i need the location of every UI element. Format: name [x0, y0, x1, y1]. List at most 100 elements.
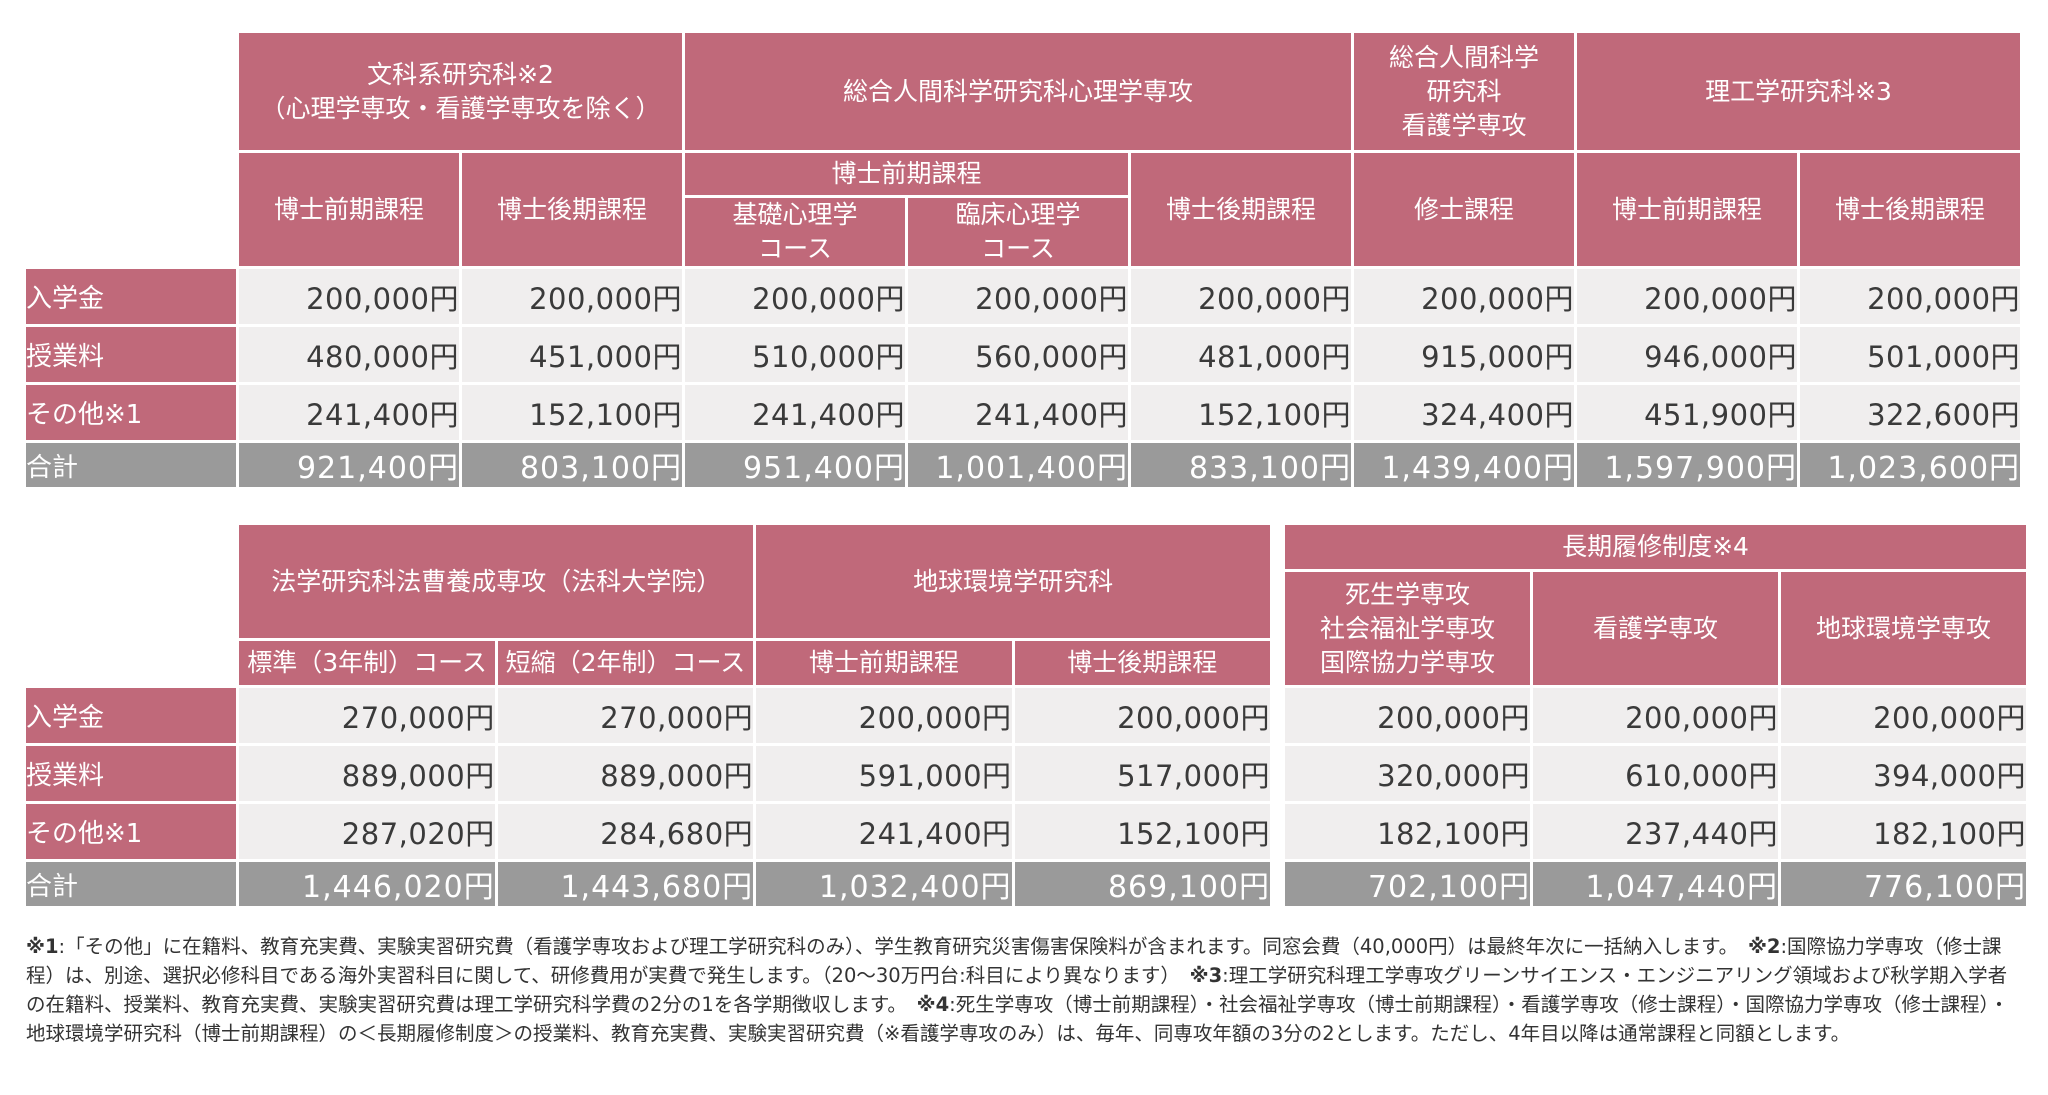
cell: 915,000円 [1354, 327, 1575, 382]
sub-bunka-koki: 博士後期課程 [462, 153, 683, 266]
row-label-jugyo: 授業料 [26, 746, 237, 801]
corner-blank-3 [26, 525, 237, 638]
cell: 451,000円 [462, 327, 683, 382]
cell: 200,000円 [756, 688, 1012, 743]
sub-shisei: 死生学専攻 社会福祉学専攻 国際協力学専攻 [1285, 572, 1530, 685]
header-sogo-nurse: 総合人間科学 研究科 看護学専攻 [1354, 33, 1575, 150]
footnote-3-mark: ※3 [1189, 964, 1223, 987]
header-riko: 理工学研究科※3 [1577, 33, 2021, 150]
cell: 152,100円 [1014, 804, 1270, 859]
sub-chikyu-zenki: 博士前期課程 [756, 641, 1012, 685]
cell: 200,000円 [1285, 688, 1530, 743]
cell: 287,020円 [239, 804, 495, 859]
sub-psych-rinsho: 臨床心理学 コース [908, 198, 1129, 266]
sub-psych-koki: 博士後期課程 [1131, 153, 1352, 266]
sub-psych-rinsho-line1: 臨床心理学 [955, 200, 1081, 229]
cell: 200,000円 [1533, 688, 1778, 743]
footnote-4-text: :死生学専攻（博士前期課程）・社会福祉学専攻（博士前期課程）・看護学専攻（修士課… [26, 993, 2009, 1045]
table-row: 320,000円 610,000円 394,000円 [1285, 746, 2027, 801]
cell: 200,000円 [239, 269, 459, 324]
cell: 200,000円 [908, 269, 1129, 324]
header-bunka: 文科系研究科※2 （心理学専攻・看護学専攻を除く） [239, 33, 683, 150]
cell: 182,100円 [1285, 804, 1530, 859]
sub-shisei-line3: 国際協力学専攻 [1319, 647, 1495, 677]
cell: 610,000円 [1533, 746, 1778, 801]
table-row: その他※1 241,400円 152,100円 241,400円 241,400… [26, 385, 2021, 440]
table-row: 200,000円 200,000円 200,000円 [1285, 688, 2027, 743]
sub-psych-kiso-line1: 基礎心理学 [732, 200, 858, 229]
corner-blank-2 [26, 153, 236, 266]
sub-chikyu-koki: 博士後期課程 [1014, 641, 1270, 685]
total-cell: 1,443,680円 [497, 862, 754, 906]
footnote-1-mark: ※1 [26, 935, 59, 958]
row-label-gokei: 合計 [26, 443, 236, 487]
cell: 200,000円 [1800, 269, 2021, 324]
table-row: 入学金 270,000円 270,000円 200,000円 200,000円 [26, 688, 1270, 743]
cell: 152,100円 [1131, 385, 1352, 440]
total-cell: 1,047,440円 [1533, 862, 1778, 906]
cell: 889,000円 [239, 746, 495, 801]
footnote-1-text: :「その他」に在籍料、教育充実費、実験実習研究費（看護学専攻および理工学研究科の… [58, 935, 1729, 958]
total-cell: 951,400円 [685, 443, 906, 487]
cell: 200,000円 [462, 269, 683, 324]
cell: 241,400円 [756, 804, 1012, 859]
fee-table-main: 文科系研究科※2 （心理学専攻・看護学専攻を除く） 総合人間科学研究科心理学専攻… [23, 30, 2023, 490]
row-label-nyugaku: 入学金 [26, 688, 237, 743]
row-label-nyugaku: 入学金 [26, 269, 236, 324]
sub-bunka-zenki: 博士前期課程 [239, 153, 459, 266]
cell: 200,000円 [1131, 269, 1352, 324]
table-row: 182,100円 237,440円 182,100円 [1285, 804, 2027, 859]
footnotes: ※1:「その他」に在籍料、教育充実費、実験実習研究費（看護学専攻および理工学研究… [26, 932, 2026, 1048]
cell: 241,400円 [685, 385, 906, 440]
corner-blank [26, 33, 236, 150]
header-sogo-psych: 総合人間科学研究科心理学専攻 [685, 33, 1352, 150]
header-sogo-nurse-line2: 研究科 [1426, 76, 1502, 106]
total-cell: 803,100円 [462, 443, 683, 487]
footnote-paragraph: ※1:「その他」に在籍料、教育充実費、実験実習研究費（看護学専攻および理工学研究… [26, 932, 2026, 1048]
header-chikyu: 地球環境学研究科 [756, 525, 1270, 638]
cell: 200,000円 [1354, 269, 1575, 324]
cell: 322,600円 [1800, 385, 2021, 440]
sub-shisei-line2: 社会福祉学専攻 [1319, 613, 1495, 643]
sub-psych-kiso-line2: コース [758, 234, 832, 263]
cell: 501,000円 [1800, 327, 2021, 382]
header-sogo-nurse-line3: 看護学専攻 [1401, 110, 1527, 140]
total-cell: 1,032,400円 [756, 862, 1012, 906]
cell: 270,000円 [497, 688, 754, 743]
sub-psych-rinsho-line2: コース [981, 234, 1055, 263]
row-label-sonota: その他※1 [26, 385, 236, 440]
cell: 591,000円 [756, 746, 1012, 801]
cell: 241,400円 [239, 385, 459, 440]
sub-nurse-shushi: 修士課程 [1354, 153, 1575, 266]
fee-table-law-earth: 法学研究科法曹養成専攻（法科大学院） 地球環境学研究科 標準（3年制）コース 短… [23, 522, 1273, 909]
header-bunka-line2: （心理学専攻・看護学専攻を除く） [260, 93, 661, 123]
header-sogo-nurse-line1: 総合人間科学 [1389, 42, 1540, 72]
row-label-sonota: その他※1 [26, 804, 237, 859]
table-row: 授業料 480,000円 451,000円 510,000円 560,000円 … [26, 327, 2021, 382]
total-row: 合計 1,446,020円 1,443,680円 1,032,400円 869,… [26, 862, 1270, 906]
cell: 200,000円 [685, 269, 906, 324]
cell: 237,440円 [1533, 804, 1778, 859]
total-cell: 1,023,600円 [1800, 443, 2021, 487]
total-cell: 1,439,400円 [1354, 443, 1575, 487]
total-row: 702,100円 1,047,440円 776,100円 [1285, 862, 2027, 906]
total-cell: 869,100円 [1014, 862, 1270, 906]
total-cell: 921,400円 [239, 443, 459, 487]
fee-table-long-term: 長期履修制度※4 死生学専攻 社会福祉学専攻 国際協力学専攻 看護学専攻 地球環… [1282, 522, 2029, 909]
cell: 451,900円 [1577, 385, 1798, 440]
sub-riko-koki: 博士後期課程 [1800, 153, 2021, 266]
cell: 152,100円 [462, 385, 683, 440]
sub-kango: 看護学専攻 [1533, 572, 1778, 685]
total-cell: 1,597,900円 [1577, 443, 1798, 487]
table-row: 授業料 889,000円 889,000円 591,000円 517,000円 [26, 746, 1270, 801]
cell: 394,000円 [1781, 746, 2027, 801]
cell: 270,000円 [239, 688, 495, 743]
footnote-2-mark: ※2 [1747, 935, 1781, 958]
cell: 889,000円 [497, 746, 754, 801]
total-cell: 1,446,020円 [239, 862, 495, 906]
cell: 481,000円 [1131, 327, 1352, 382]
sub-hyojun: 標準（3年制）コース [239, 641, 495, 685]
footnote-4-mark: ※4 [916, 993, 950, 1016]
cell: 200,000円 [1014, 688, 1270, 743]
